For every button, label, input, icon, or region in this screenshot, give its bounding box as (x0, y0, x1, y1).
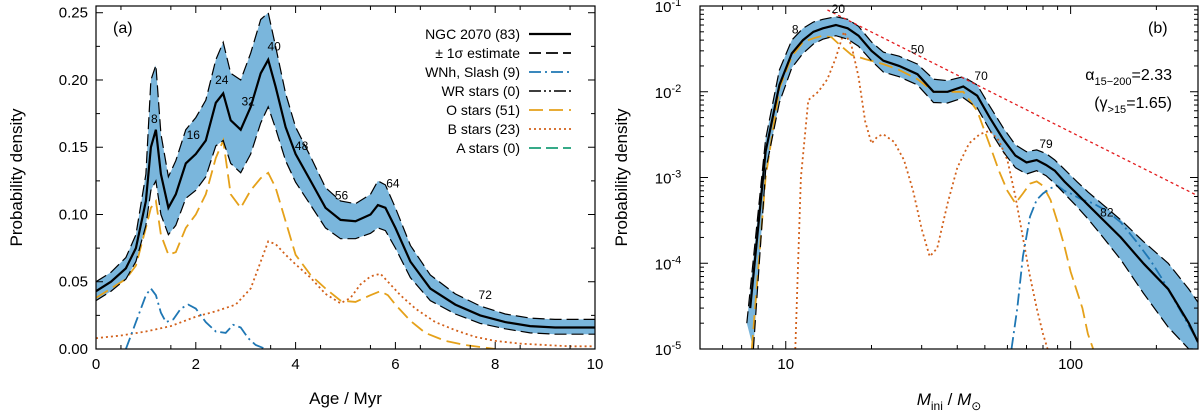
data-label: 40 (267, 39, 281, 53)
data-label: 64 (386, 177, 400, 191)
fit-alpha-symbol: α (1085, 67, 1094, 84)
plot-frame-b (699, 5, 1199, 350)
x-axis-label: Mini / M⊙ (917, 390, 982, 413)
sigma-band (96, 12, 595, 335)
x-tick-label: 6 (391, 356, 399, 373)
data-label: 72 (479, 288, 493, 302)
series-total (96, 56, 595, 329)
legend-label: ± 1σ estimate (435, 45, 520, 61)
y-tick-label: 10-5 (655, 340, 681, 359)
series-total (749, 23, 1198, 343)
y-tick-exponent: -4 (671, 254, 681, 266)
data-label: 8 (792, 22, 799, 36)
fit-gamma-text: (γ>15=1.65) (1094, 95, 1172, 116)
y-axis-label: Probability density (612, 108, 631, 246)
fit-gamma-value: =1.65) (1126, 95, 1172, 112)
x-axis-label: Age / Myr (309, 389, 382, 408)
series-lower-sigma (752, 35, 1198, 349)
y-tick-base: 10 (655, 0, 672, 16)
series-b-stars (794, 29, 1049, 349)
data-label: 56 (335, 189, 349, 203)
y-tick-exponent: -1 (671, 0, 681, 9)
sigma-band (746, 16, 1198, 349)
y-tick-label: 0.10 (59, 206, 88, 223)
fit-alpha-subscript: 15−200 (1095, 76, 1132, 88)
series-wnh-slash (1010, 184, 1198, 349)
y-tick-base: 10 (655, 256, 672, 273)
legend-label: NGC 2070 (83) (425, 26, 520, 42)
data-label: 8 (151, 112, 158, 126)
series-o-stars (750, 34, 1095, 349)
y-tick-label: 0.05 (59, 274, 88, 291)
x-tick-label: 2 (192, 356, 200, 373)
x-axis-label-symbol: M (917, 390, 932, 409)
y-tick-label: 0.20 (59, 72, 88, 89)
plot-area-b (746, 9, 1198, 349)
x-axis-label-separator: / (943, 390, 957, 409)
x-tick-label: 100 (1058, 356, 1083, 373)
y-tick-base: 10 (655, 171, 672, 188)
y-tick-exponent: -3 (671, 169, 681, 181)
fit-gamma-subscript: >15 (1108, 104, 1127, 116)
plot-frame-a (95, 5, 596, 350)
legend-label: B stars (23) (448, 121, 520, 137)
plot-area-a (96, 11, 595, 349)
fit-gamma-symbol: (γ (1094, 95, 1107, 112)
y-tick-label: 10-2 (655, 83, 681, 102)
fit-alpha-value: =2.33 (1132, 67, 1173, 84)
data-label: 48 (295, 139, 309, 153)
legend: NGC 2070 (83) ± 1σ estimate WNh, Slash (9)… (425, 26, 571, 156)
legend-label: O stars (51) (446, 102, 520, 118)
y-tick-label: 0.25 (59, 5, 88, 22)
fit-alpha-text: α15−200=2.33 (1085, 67, 1172, 88)
series-upper-sigma (96, 11, 595, 320)
x-tick-label: 10 (777, 356, 794, 373)
y-tick-label: 10-3 (655, 169, 681, 188)
legend-label: WR stars (0) (441, 83, 520, 99)
data-label: 24 (215, 73, 229, 87)
x-axis-label-subscript: ini (931, 399, 943, 413)
y-axis-label: Probability density (7, 108, 26, 246)
x-axis-label-sun: ⊙ (971, 399, 981, 413)
y-tick-exponent: -2 (671, 83, 681, 95)
data-label: 16 (187, 128, 201, 142)
series-upper-sigma (746, 16, 1198, 324)
x-tick-label: 10 (587, 356, 604, 373)
x-tick-label: 4 (291, 356, 299, 373)
data-label: 20 (832, 2, 846, 16)
data-label: 79 (1039, 137, 1053, 151)
data-label: 82 (1100, 206, 1114, 220)
panel-label-a: (a) (113, 20, 133, 37)
y-tick-exponent: -5 (671, 340, 681, 352)
data-label: 70 (974, 69, 988, 83)
series-wnh-slash (125, 286, 267, 349)
data-label: 50 (911, 42, 925, 56)
y-tick-label: 0.00 (59, 341, 88, 358)
series-lower-sigma (96, 105, 595, 335)
data-label: 32 (242, 95, 256, 109)
y-tick-base: 10 (655, 85, 672, 102)
x-tick-label: 0 (92, 356, 100, 373)
y-tick-label: 0.15 (59, 139, 88, 156)
x-tick-label: 8 (491, 356, 499, 373)
y-tick-label: 10-4 (655, 254, 681, 273)
legend-label: WNh, Slash (9) (425, 64, 520, 80)
y-tick-base: 10 (655, 342, 672, 359)
x-axis-label-symbol: M (957, 390, 972, 409)
panel-label-b: (b) (1148, 20, 1168, 37)
legend-label: A stars (0) (456, 140, 520, 156)
y-tick-label: 10-1 (655, 0, 681, 16)
series-o-stars (96, 137, 496, 349)
